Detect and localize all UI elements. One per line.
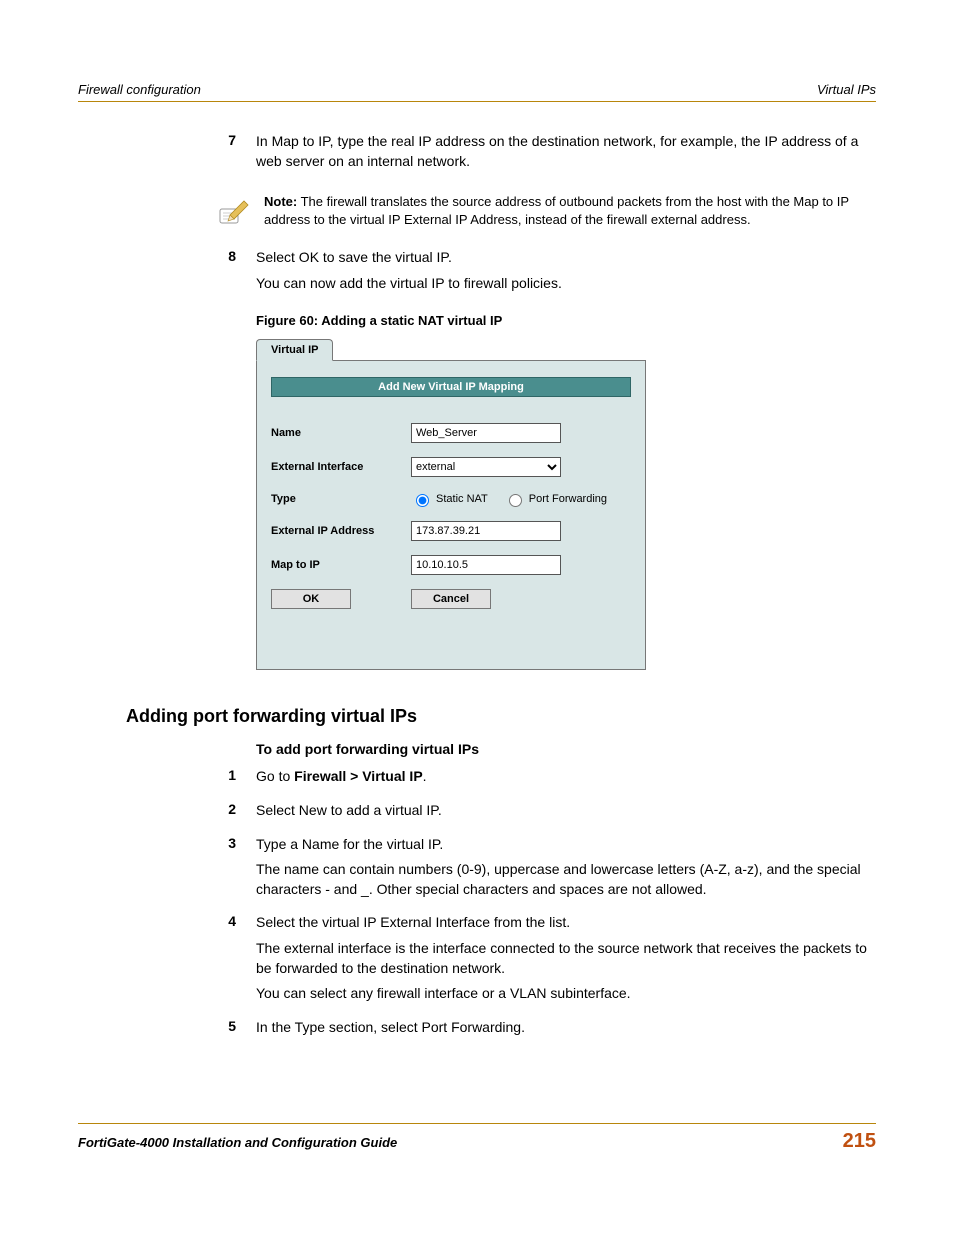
figure-caption: Figure 60: Adding a static NAT virtual I… bbox=[256, 313, 876, 328]
step-b2: 2 Select New to add a virtual IP. bbox=[218, 801, 876, 827]
step-number: 1 bbox=[218, 767, 256, 793]
note-block: Note: The firewall translates the source… bbox=[218, 193, 876, 230]
radio-port-forwarding[interactable]: Port Forwarding bbox=[504, 491, 607, 507]
step-number: 8 bbox=[218, 248, 256, 299]
map-to-ip-input[interactable] bbox=[411, 555, 561, 575]
step-b4-l2: The external interface is the interface … bbox=[256, 939, 876, 978]
radio-static-nat-label: Static NAT bbox=[436, 493, 488, 505]
step-number: 2 bbox=[218, 801, 256, 827]
step-8: 8 Select OK to save the virtual IP. You … bbox=[218, 248, 876, 299]
ok-button[interactable]: OK bbox=[271, 589, 351, 609]
step-b4-l1: Select the virtual IP External Interface… bbox=[256, 913, 876, 933]
step-b4: 4 Select the virtual IP External Interfa… bbox=[218, 913, 876, 1009]
tab-virtual-ip[interactable]: Virtual IP bbox=[256, 339, 333, 361]
section-heading: Adding port forwarding virtual IPs bbox=[126, 706, 876, 727]
step-b1: 1 Go to Firewall > Virtual IP. bbox=[218, 767, 876, 793]
footer-title: FortiGate-4000 Installation and Configur… bbox=[78, 1135, 397, 1150]
note-label: Note: bbox=[264, 194, 297, 209]
note-text: The firewall translates the source addre… bbox=[264, 194, 849, 227]
step-b3: 3 Type a Name for the virtual IP. The na… bbox=[218, 835, 876, 906]
step-7: 7 In Map to IP, type the real IP address… bbox=[218, 132, 876, 177]
radio-static-nat[interactable]: Static NAT bbox=[411, 491, 488, 507]
radio-port-forwarding-label: Port Forwarding bbox=[529, 493, 607, 505]
step-b1-text: Go to Firewall > Virtual IP. bbox=[256, 767, 876, 787]
header-left: Firewall configuration bbox=[78, 82, 201, 97]
step-b2-text: Select New to add a virtual IP. bbox=[256, 801, 876, 821]
virtual-ip-dialog: Virtual IP Add New Virtual IP Mapping Na… bbox=[256, 338, 646, 670]
radio-static-nat-input[interactable] bbox=[416, 494, 429, 507]
radio-port-forwarding-input[interactable] bbox=[509, 494, 522, 507]
step-b3-l2: The name can contain numbers (0-9), uppe… bbox=[256, 860, 876, 899]
external-ip-label: External IP Address bbox=[271, 525, 411, 537]
step-number: 7 bbox=[218, 132, 256, 177]
name-label: Name bbox=[271, 427, 411, 439]
dialog-title: Add New Virtual IP Mapping bbox=[271, 377, 631, 397]
step-number: 3 bbox=[218, 835, 256, 906]
type-label: Type bbox=[271, 493, 411, 505]
step-b5: 5 In the Type section, select Port Forwa… bbox=[218, 1018, 876, 1044]
step-8-line1: Select OK to save the virtual IP. bbox=[256, 248, 876, 268]
note-pencil-icon bbox=[218, 195, 252, 225]
sub-heading: To add port forwarding virtual IPs bbox=[256, 741, 876, 757]
step-b3-l1: Type a Name for the virtual IP. bbox=[256, 835, 876, 855]
step-number: 4 bbox=[218, 913, 256, 1009]
external-ip-input[interactable] bbox=[411, 521, 561, 541]
map-to-ip-label: Map to IP bbox=[271, 559, 411, 571]
step-number: 5 bbox=[218, 1018, 256, 1044]
step-b4-l3: You can select any firewall interface or… bbox=[256, 984, 876, 1004]
name-input[interactable] bbox=[411, 423, 561, 443]
page-number: 215 bbox=[843, 1130, 876, 1153]
cancel-button[interactable]: Cancel bbox=[411, 589, 491, 609]
external-interface-select[interactable]: external bbox=[411, 457, 561, 477]
header-rule bbox=[78, 101, 876, 102]
step-b5-text: In the Type section, select Port Forward… bbox=[256, 1018, 876, 1038]
step-8-line2: You can now add the virtual IP to firewa… bbox=[256, 274, 876, 294]
step-7-text: In Map to IP, type the real IP address o… bbox=[256, 132, 876, 171]
footer-rule bbox=[78, 1123, 876, 1124]
external-interface-label: External Interface bbox=[271, 461, 411, 473]
header-right: Virtual IPs bbox=[817, 82, 876, 97]
